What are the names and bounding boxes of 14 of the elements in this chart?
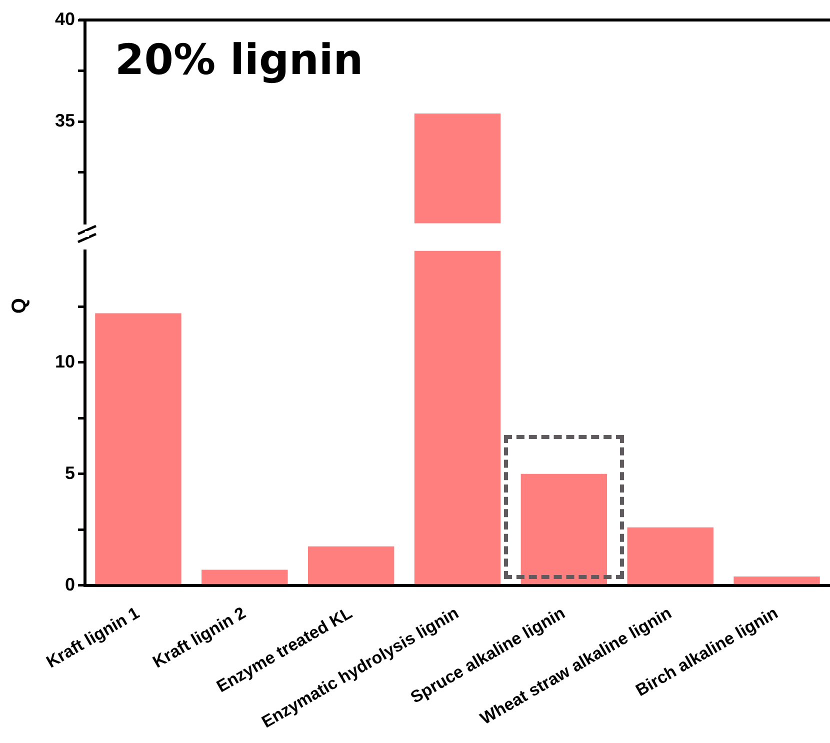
bar <box>202 570 288 584</box>
y-tick-label: 10 <box>54 351 75 372</box>
bar <box>308 546 394 584</box>
bar <box>414 250 501 584</box>
y-tick-label: 5 <box>64 462 75 483</box>
y-tick-label: 35 <box>54 110 75 131</box>
y-tick-label: 40 <box>54 8 75 29</box>
chart-title: 20% lignin <box>115 34 364 84</box>
x-tick-label: Kraft lignin 1 <box>43 603 143 672</box>
bar <box>95 313 182 584</box>
y-tick-label: 0 <box>64 574 75 594</box>
y-axis-title: Q <box>8 298 31 314</box>
bar <box>734 576 820 584</box>
bar <box>627 527 714 584</box>
